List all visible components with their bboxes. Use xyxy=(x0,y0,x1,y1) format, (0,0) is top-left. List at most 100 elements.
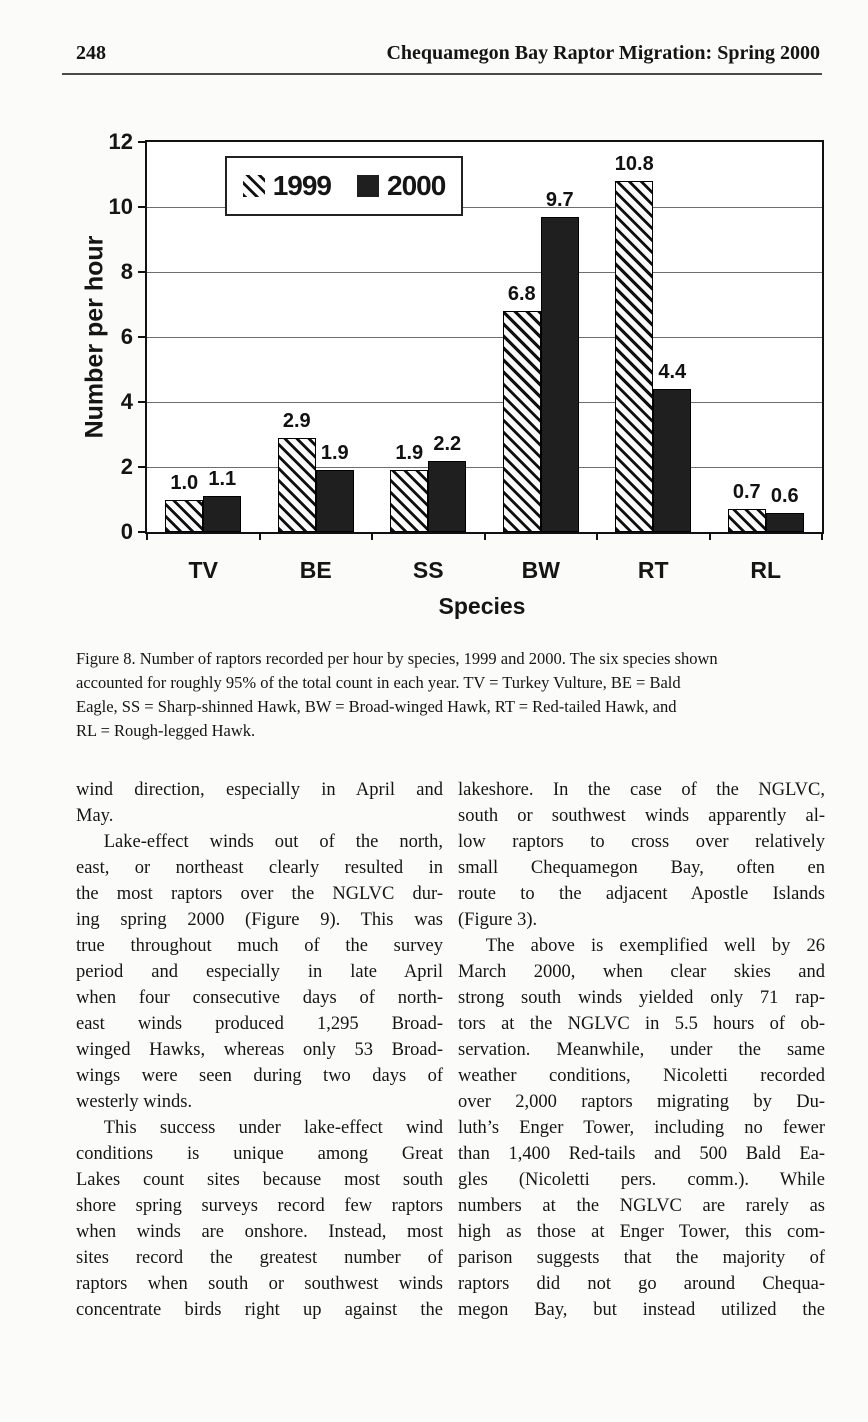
text-line: raptors when south or southwest winds xyxy=(76,1274,443,1294)
text-line: megon Bay, but instead utilized the xyxy=(458,1300,825,1320)
y-tick-label: 0 xyxy=(120,519,133,544)
y-tick-label: 6 xyxy=(120,324,133,349)
legend-swatch-2000 xyxy=(357,175,379,197)
value-label: 1.1 xyxy=(208,468,237,491)
y-tick-mark xyxy=(138,206,147,208)
text-line: servation. Meanwhile, under the same xyxy=(458,1040,825,1060)
bar-1999-BW xyxy=(502,311,541,532)
x-category-label: BW xyxy=(521,557,560,583)
y-tick-label: 4 xyxy=(120,389,133,414)
y-tick-mark xyxy=(138,141,147,143)
x-tick-mark xyxy=(821,532,823,540)
y-tick-mark xyxy=(138,336,147,338)
scanned-paper-page: 2 4 8 Chequamegon Bay Raptor Migration: Sp… xyxy=(0,42,868,1422)
y-tick-label: 12 xyxy=(108,129,133,154)
x-tick-mark xyxy=(483,532,486,540)
text-line: south or southwest winds apparently al- xyxy=(458,806,825,826)
text-line: luth’s Enger Tower, including no fewer xyxy=(458,1118,825,1138)
text-line: March 2000, when clear skies and xyxy=(458,962,825,982)
text-line: than 1,400 Red-tails and 500 Bald Ea- xyxy=(458,1144,825,1164)
bar-2000-RT xyxy=(653,389,692,532)
figure-8-bar-chart: Number per hour 1999 2000 0 2 4 6 8 10 12 1.0 1.… xyxy=(0,125,868,619)
text-line: winged Hawks, whereas only 53 Broad- xyxy=(76,1040,443,1060)
text-line: when winds are onshore. Instead, most xyxy=(76,1222,443,1242)
bar-2000-BW xyxy=(540,216,579,532)
bar-1999-TV xyxy=(165,499,204,532)
value-label: 0.7 xyxy=(732,481,761,504)
text-line: ing spring 2000 (Figure 9). This was xyxy=(76,910,443,930)
y-tick-label: 2 xyxy=(120,454,133,479)
y-tick-mark xyxy=(138,401,147,403)
text-line: east, or northeast clearly resulted in xyxy=(76,858,443,878)
value-label: 2.9 xyxy=(282,409,311,432)
y-tick-mark xyxy=(138,466,147,468)
body-text: wind direction, especially in April and M… xyxy=(76,777,825,1323)
bar-2000-BE xyxy=(315,470,354,532)
x-tick-mark xyxy=(146,532,148,540)
text-line: period and especially in late April xyxy=(76,962,443,982)
text-line: true throughout much of the survey xyxy=(76,936,443,956)
y-tick-mark xyxy=(138,531,147,533)
text-line: high as those at Enger Tower, this com- xyxy=(458,1222,825,1242)
text-line: sites record the greatest number of xyxy=(76,1248,443,1268)
text-line: tors at the NGLVC in 5.5 hours of ob- xyxy=(458,1014,825,1034)
value-label: 1.9 xyxy=(395,442,424,465)
value-label: 1.9 xyxy=(320,442,349,465)
legend-label-2000: 2000 xyxy=(387,170,446,201)
caption-line: Figure 8. Number of raptors recorded per… xyxy=(76,649,718,668)
gridline xyxy=(147,206,822,208)
bar-2000-RL xyxy=(765,512,804,532)
x-tick-mark xyxy=(596,532,598,540)
gridline xyxy=(147,401,822,403)
text-line: The above is exemplified well by 26 xyxy=(485,936,825,956)
text-line: low raptors to cross over relatively xyxy=(458,832,825,852)
text-line: Lakes count sites because most south xyxy=(76,1170,443,1190)
x-category-label: TV xyxy=(188,557,218,583)
text-line: wind direction, especially in April and xyxy=(76,780,443,800)
text-line: numbers at the NGLVC are rarely as xyxy=(458,1196,825,1216)
bar-1999-BE xyxy=(277,437,316,532)
text-line: shore spring surveys record few raptors xyxy=(76,1196,443,1216)
text-line: This success under lake-effect wind xyxy=(103,1118,443,1138)
text-line: parison suggests that the majority of xyxy=(458,1248,825,1268)
page-header: 248 Chequamegon Bay Raptor Migration: Sp… xyxy=(76,42,820,65)
y-tick-label: 8 xyxy=(120,259,133,284)
value-label: 4.4 xyxy=(658,361,687,383)
y-tick-label: 10 xyxy=(108,194,133,219)
running-title: Chequamegon Bay Raptor Migration: Spring… xyxy=(386,42,820,64)
text-line: when four consecutive days of north- xyxy=(76,988,443,1008)
text-line: weather conditions, Nicoletti recorded xyxy=(458,1066,825,1086)
text-line: westerly winds. xyxy=(76,1092,193,1112)
figure-caption: Figure 8. Number of raptors recorded per… xyxy=(76,647,820,743)
left-column: wind direction, especially in April and M… xyxy=(76,777,443,1323)
text-line: small Chequamegon Bay, often en xyxy=(458,858,825,878)
x-tick-mark xyxy=(258,532,261,540)
text-line: concentrate birds right up against the xyxy=(76,1300,443,1320)
x-tick-mark xyxy=(371,532,373,540)
text-line: lakeshore. In the case of the NGLVC, xyxy=(458,780,825,800)
text-line: strong south winds yielded only 71 rap- xyxy=(458,988,825,1008)
value-label: 10.8 xyxy=(614,153,654,175)
x-category-label: RT xyxy=(637,557,669,583)
x-axis-title: Species xyxy=(438,593,526,619)
legend-label-1999: 1999 xyxy=(272,170,332,201)
text-line: conditions is unique among Great xyxy=(76,1144,443,1164)
bar-1999-RT xyxy=(615,181,654,532)
text-line: May. xyxy=(76,806,114,826)
text-line: east winds produced 1,295 Broad- xyxy=(76,1014,443,1034)
x-category-label: RL xyxy=(750,557,782,583)
text-line: (Figure 3). xyxy=(458,910,538,930)
caption-line: Eagle, SS = Sharp-shinned Hawk, BW = Bro… xyxy=(76,697,677,716)
plot-area: 1999 2000 0 2 4 6 8 10 12 1.0 1.1 TV 2.9 1.9 BE 1.9 2.… xyxy=(109,129,824,583)
right-column: lakeshore. In the case of the NGLVC, sout… xyxy=(458,777,825,1323)
caption-line: accounted for roughly 95% of the total c… xyxy=(76,673,681,692)
chart-legend: 1999 2000 xyxy=(225,156,463,216)
header-rule xyxy=(62,73,822,75)
text-line: gles (Nicoletti pers. comm.). While xyxy=(458,1170,825,1190)
text-line: the most raptors over the NGLVC dur- xyxy=(76,884,443,904)
text-line: route to the adjacent Apostle Islands xyxy=(458,884,825,904)
bar-2000-SS xyxy=(428,460,467,532)
text-line: raptors did not go around Chequa- xyxy=(458,1274,825,1294)
caption-line: RL = Rough-legged Hawk. xyxy=(76,721,256,740)
value-label: 6.8 xyxy=(507,283,536,305)
